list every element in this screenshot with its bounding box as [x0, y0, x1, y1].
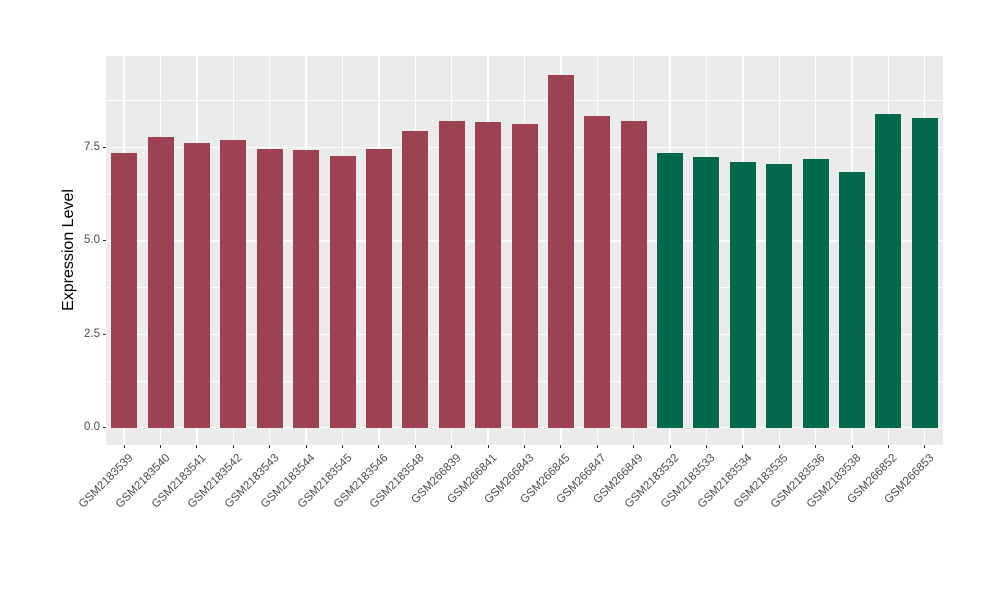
bar-GSM2183539: [111, 153, 137, 428]
bar-GSM2183533: [693, 157, 719, 428]
y-tick-label: 7.5: [60, 141, 100, 154]
x-axis-tick: [160, 445, 161, 448]
x-axis-tick: [742, 445, 743, 448]
x-axis-tick: [378, 445, 379, 448]
x-axis-tick: [524, 445, 525, 448]
x-axis-tick: [233, 445, 234, 448]
y-axis-tick: [103, 427, 106, 428]
bar-GSM2183534: [730, 162, 756, 428]
x-axis-tick: [560, 445, 561, 448]
bar-GSM266853: [912, 118, 938, 427]
x-axis-tick: [779, 445, 780, 448]
bar-GSM266845: [548, 75, 574, 428]
bar-GSM2183543: [257, 149, 283, 428]
y-tick-label: 5.0: [60, 234, 100, 247]
y-axis-tick: [103, 147, 106, 148]
x-axis-tick: [888, 445, 889, 448]
x-axis-tick: [815, 445, 816, 448]
x-axis-tick: [852, 445, 853, 448]
x-axis-tick: [415, 445, 416, 448]
x-axis-tick: [706, 445, 707, 448]
x-axis-tick: [597, 445, 598, 448]
bar-GSM2183540: [148, 137, 174, 428]
bar-GSM2183538: [839, 172, 865, 428]
x-axis-tick: [488, 445, 489, 448]
bar-GSM266839: [439, 121, 465, 428]
bar-GSM2183544: [293, 150, 319, 428]
plot-panel: [106, 56, 943, 445]
bar-GSM266852: [875, 114, 901, 428]
x-axis-tick: [924, 445, 925, 448]
y-axis-title: Expression Level: [59, 55, 79, 445]
bar-GSM2183532: [657, 153, 683, 427]
y-tick-label: 0.0: [60, 421, 100, 434]
bar-GSM2183541: [184, 143, 210, 428]
bar-GSM2183536: [803, 159, 829, 427]
bar-GSM2183546: [366, 149, 392, 427]
bar-GSM266843: [512, 124, 538, 428]
x-axis-tick: [306, 445, 307, 448]
x-axis-tick: [451, 445, 452, 448]
x-axis-tick: [342, 445, 343, 448]
bar-GSM2183548: [402, 131, 428, 428]
bar-GSM266847: [584, 116, 610, 428]
bar-GSM266841: [475, 122, 501, 428]
bar-GSM2183545: [330, 156, 356, 427]
x-axis-tick: [670, 445, 671, 448]
x-axis-tick: [633, 445, 634, 448]
bar-GSM2183542: [220, 140, 246, 427]
x-axis-tick: [269, 445, 270, 448]
y-axis-tick: [103, 334, 106, 335]
bar-GSM266849: [621, 121, 647, 427]
bar-GSM2183535: [766, 164, 792, 428]
y-tick-label: 2.5: [60, 328, 100, 341]
x-axis-tick: [124, 445, 125, 448]
x-axis-tick: [196, 445, 197, 448]
y-axis-tick: [103, 240, 106, 241]
